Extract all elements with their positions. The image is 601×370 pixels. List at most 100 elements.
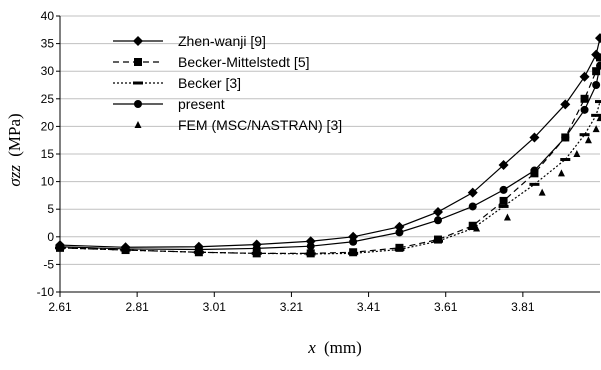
data-point: [592, 81, 601, 89]
data-point: [349, 237, 358, 246]
y-tick-label: 5: [47, 202, 54, 216]
x-axis-unit: (mm): [324, 338, 362, 357]
series-line: [59, 57, 601, 254]
x-tick-label: 3.61: [434, 300, 458, 314]
y-axis-unit: (MPa): [5, 113, 24, 156]
x-axis-var: x: [307, 338, 316, 357]
legend-marker: [133, 36, 143, 46]
legend-label: Becker-Mittelstedt [5]: [178, 54, 310, 70]
series-line: [59, 65, 601, 251]
data-point: [591, 113, 601, 117]
data-point: [573, 150, 581, 157]
legend-marker: [134, 121, 142, 128]
x-tick-label: 3.81: [511, 300, 535, 314]
y-tick-label: 35: [41, 37, 55, 51]
legend-marker: [134, 58, 142, 66]
series-4: [473, 114, 601, 232]
tick-labels: 40 35 30 25 20 15 10 5 0 -5 -102.61 2.81 3.01 3.21 3.4…: [37, 9, 535, 314]
data-point: [580, 105, 589, 114]
legend-item-1: Becker-Mittelstedt [5]: [113, 54, 310, 70]
y-tick-label: 20: [41, 119, 55, 133]
data-point: [579, 71, 590, 82]
data-point: [530, 166, 539, 175]
legend-label: FEM (MSC/NASTRAN) [3]: [178, 117, 342, 133]
data-point: [468, 221, 477, 230]
y-tick-label: 10: [41, 175, 55, 189]
data-point: [584, 136, 592, 144]
x-tick-label: 2.61: [48, 300, 72, 314]
legend-label: Becker [3]: [178, 75, 241, 91]
y-tick-label: -10: [37, 285, 55, 299]
data-point: [560, 158, 571, 162]
y-tick-label: -5: [43, 257, 54, 271]
x-tick-label: 3.41: [357, 300, 381, 314]
data-point: [395, 228, 404, 237]
y-tick-label: 25: [41, 92, 55, 106]
data-point: [595, 100, 601, 104]
y-axis-var: σzz: [5, 165, 24, 187]
legend-marker: [133, 81, 143, 85]
data-point: [595, 33, 601, 44]
x-tick-label: 2.81: [125, 300, 149, 314]
x-tick-label: 3.01: [203, 300, 227, 314]
data-point: [194, 245, 203, 254]
legend: Zhen-wanji [9] Becker-Mittelstedt [5] Beck…: [113, 33, 342, 133]
data-point: [121, 244, 130, 253]
series-line: [59, 37, 601, 248]
y-tick-label: 0: [47, 230, 54, 244]
data-point: [468, 202, 477, 211]
data-point: [596, 114, 601, 122]
data-point: [529, 132, 540, 143]
data-point: [538, 188, 546, 196]
data-point: [305, 252, 316, 256]
data-point: [394, 247, 405, 251]
data-point: [596, 61, 601, 70]
data-point: [498, 160, 509, 171]
data-point: [433, 206, 443, 217]
data-point: [467, 187, 478, 198]
data-point: [499, 196, 508, 205]
x-axis-label: x (mm): [307, 338, 362, 357]
gridlines: [60, 15, 600, 265]
data-point: [579, 133, 590, 137]
y-axis-label: σzz (MPa): [5, 113, 24, 186]
data-point: [499, 185, 508, 194]
legend-item-4: FEM (MSC/NASTRAN) [3]: [134, 117, 342, 133]
legend-item-2: Becker [3]: [113, 75, 241, 91]
legend-marker: [134, 100, 142, 108]
data-point: [592, 67, 601, 76]
series-layer: [55, 33, 601, 258]
data-point: [433, 239, 443, 243]
data-point: [557, 169, 565, 177]
series-line: [59, 101, 601, 255]
data-point: [560, 99, 571, 110]
data-point: [56, 242, 64, 251]
data-point: [596, 53, 601, 62]
data-point: [434, 216, 442, 225]
data-point: [529, 182, 540, 186]
x-tick-label: 3.21: [280, 300, 304, 314]
y-tick-label: 30: [41, 64, 55, 78]
data-point: [395, 243, 404, 252]
data-point: [434, 235, 442, 244]
series-3: [56, 61, 601, 254]
legend-item-0: Zhen-wanji [9]: [113, 33, 266, 49]
data-point: [580, 94, 589, 103]
data-point: [348, 251, 359, 255]
y-tick-label: 40: [41, 9, 55, 23]
legend-label: present: [178, 96, 225, 112]
legend-label: Zhen-wanji [9]: [178, 33, 266, 49]
data-point: [503, 213, 511, 221]
data-point: [251, 251, 262, 255]
data-point: [561, 133, 570, 142]
legend-item-3: present: [113, 96, 225, 112]
series-0: [55, 33, 601, 253]
data-point: [252, 244, 261, 253]
data-point: [498, 204, 509, 208]
y-tick-label: 15: [41, 147, 55, 161]
data-point: [473, 224, 481, 232]
data-point: [592, 125, 600, 133]
data-point: [467, 227, 478, 231]
data-point: [306, 242, 315, 251]
